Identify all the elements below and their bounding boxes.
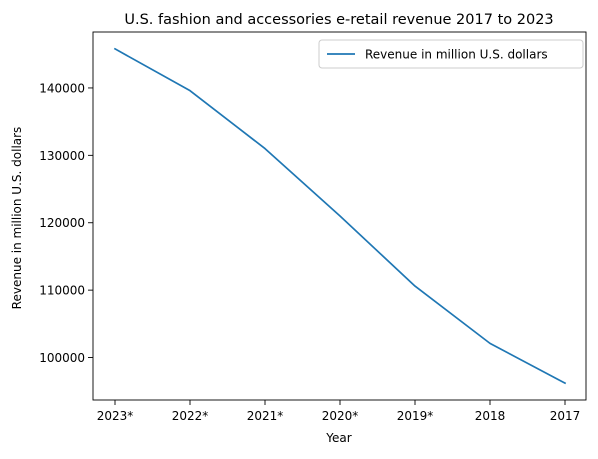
x-tick-label: 2022* bbox=[172, 409, 209, 423]
legend-series-label: Revenue in million U.S. dollars bbox=[365, 48, 548, 62]
x-tick-label: 2020* bbox=[322, 409, 359, 423]
y-tick-label: 100000 bbox=[39, 351, 85, 365]
y-axis-label: Revenue in million U.S. dollars bbox=[10, 127, 24, 310]
legend: Revenue in million U.S. dollars bbox=[319, 40, 583, 68]
y-tick-label: 140000 bbox=[39, 81, 85, 95]
plot-area: 100000 110000 120000 130000 140000 2023* 2022*… bbox=[39, 32, 586, 423]
x-tick-label: 2018 bbox=[475, 409, 506, 423]
x-tick-label: 2019* bbox=[397, 409, 434, 423]
y-tick-label: 130000 bbox=[39, 149, 85, 163]
x-axis-label: Year bbox=[325, 431, 351, 445]
x-tick-label: 2021* bbox=[247, 409, 284, 423]
x-tick-label: 2017 bbox=[550, 409, 581, 423]
y-tick-label: 110000 bbox=[39, 284, 85, 298]
x-tick-label: 2023* bbox=[97, 409, 134, 423]
chart-title: U.S. fashion and accessories e-retail re… bbox=[124, 12, 553, 28]
y-tick-label: 120000 bbox=[39, 216, 85, 230]
